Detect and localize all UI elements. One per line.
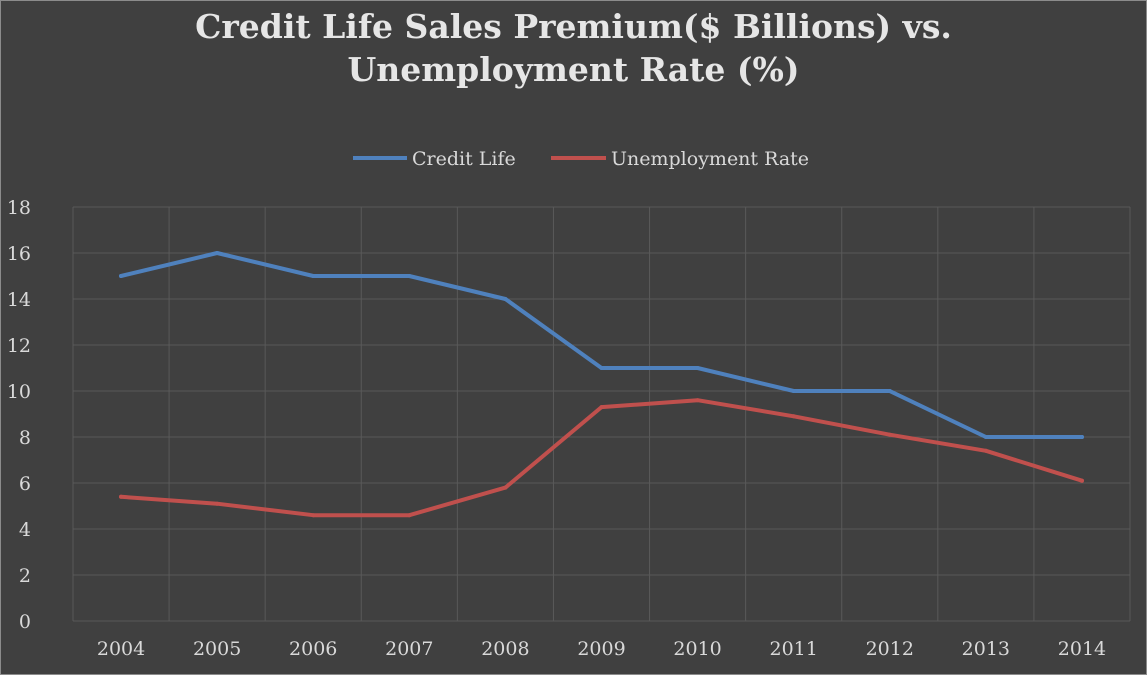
data-point [215,501,220,506]
x-tick-label: 2011 [770,638,818,660]
data-point [887,389,892,393]
y-tick-label: 18 [7,197,31,219]
x-tick-label: 2009 [577,638,625,660]
data-point [695,366,700,370]
y-tick-label: 6 [19,473,31,495]
data-point [503,297,508,301]
x-tick-label: 2014 [1058,638,1106,660]
y-tick-label: 12 [7,335,31,357]
x-tick-label: 2005 [193,638,241,660]
data-point [1079,478,1084,483]
y-tick-label: 0 [19,611,31,633]
legend-label: Credit Life [412,148,516,170]
data-point [695,398,700,403]
data-point [983,435,988,439]
data-point [983,448,988,453]
data-point [791,414,796,419]
x-tick-label: 2008 [481,638,529,660]
x-tick-label: 2004 [97,638,145,660]
chart-title-line-1: Credit Life Sales Premium($ Billions) vs… [195,7,952,46]
data-point [599,366,604,370]
chart-title: Credit Life Sales Premium($ Billions) vs… [1,5,1146,91]
data-point [407,274,412,278]
chart-title-line-2: Unemployment Rate (%) [347,50,800,89]
x-tick-label: 2010 [673,638,721,660]
data-point [311,274,316,278]
y-tick-label: 10 [7,381,31,403]
x-tick-label: 2012 [866,638,914,660]
data-point [119,494,124,499]
y-tick-label: 14 [7,289,31,311]
data-point [503,485,508,490]
y-tick-label: 4 [19,519,31,541]
y-tick-label: 2 [19,565,31,587]
y-tick-label: 8 [19,427,31,449]
x-tick-label: 2007 [385,638,433,660]
data-point [311,513,316,518]
x-tick-label: 2006 [289,638,337,660]
data-point [1079,435,1084,439]
y-tick-label: 16 [7,243,31,265]
legend-label: Unemployment Rate [611,148,809,170]
data-point [407,513,412,518]
data-point [887,432,892,437]
data-point [791,389,796,393]
data-point [599,405,604,410]
data-point [119,274,124,278]
x-tick-label: 2013 [962,638,1010,660]
data-point [215,251,220,255]
